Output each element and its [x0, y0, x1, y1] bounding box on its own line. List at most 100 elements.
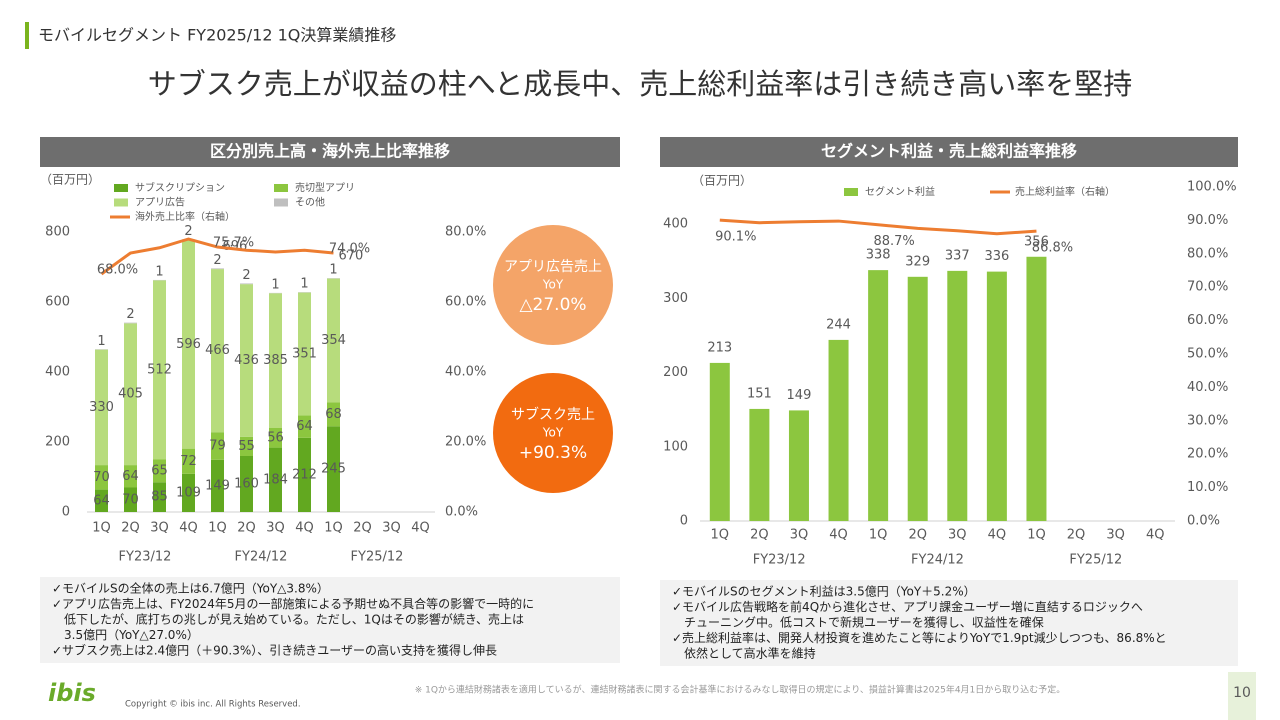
x-tick-label: 4Q — [829, 528, 848, 543]
data-label: 351 — [292, 346, 317, 361]
legend-swatch — [274, 184, 288, 192]
data-label: 436 — [234, 353, 259, 368]
bar-segment — [240, 436, 253, 456]
bar-segment — [240, 456, 253, 512]
callout-circle — [493, 225, 613, 345]
bar-segment — [298, 415, 311, 438]
x-tick-label: 4Q — [179, 521, 198, 536]
y2-tick-label: 0.0% — [445, 505, 478, 520]
bar-segment — [986, 271, 1007, 521]
callout-value: △27.0% — [519, 295, 586, 315]
y2-tick-label: 20.0% — [1187, 447, 1228, 462]
line-label: 75.7% — [213, 236, 254, 251]
x-tick-label: 2Q — [353, 521, 372, 536]
y-tick-label: 200 — [663, 365, 688, 380]
panel-title: セグメント利益・売上総利益率推移 — [821, 142, 1077, 161]
group-label: FY25/12 — [1069, 553, 1122, 568]
panel-header — [660, 137, 1238, 167]
bar-segment — [269, 293, 282, 428]
bar-segment — [269, 428, 282, 448]
data-label: 329 — [905, 254, 930, 269]
callout-value: +90.3% — [519, 443, 587, 463]
bar-segment — [947, 270, 968, 521]
data-label: 70 — [93, 470, 110, 485]
data-label: 1 — [155, 264, 163, 279]
bar-segment — [240, 283, 253, 285]
data-label: 466 — [205, 343, 230, 358]
x-tick-label: 4Q — [1146, 528, 1165, 543]
x-tick-label: 1Q — [324, 521, 343, 536]
data-label: 64 — [296, 419, 313, 434]
x-tick-label: 3Q — [1106, 528, 1125, 543]
legend-label: セグメント利益 — [865, 185, 935, 198]
data-label: 336 — [984, 249, 1009, 264]
y-tick-label: 600 — [45, 295, 70, 310]
note-line: 低下したが、底打ちの兆しが見え始めている。ただし、1Qはその影響が続き、売上は — [64, 612, 524, 627]
line-label: 90.1% — [715, 230, 756, 245]
x-tick-label: 4Q — [988, 528, 1007, 543]
bar-segment — [211, 269, 224, 433]
y2-tick-label: 0.0% — [1187, 514, 1220, 529]
line-label: 88.7% — [873, 234, 914, 249]
line-series — [100, 237, 334, 276]
bar-segment — [153, 280, 166, 460]
data-label: 1 — [329, 263, 337, 278]
data-label: 79 — [209, 439, 226, 454]
bar-segment — [95, 465, 108, 490]
bar-segment — [907, 276, 928, 521]
callout-sub: YoY — [542, 426, 564, 440]
bar-segment — [327, 402, 340, 427]
notes-box — [40, 577, 620, 663]
header-accent — [25, 22, 29, 49]
y2-tick-label: 60.0% — [1187, 313, 1228, 328]
headline: サブスク売上が収益の柱へと成長中、売上総利益率は引き続き高い率を堅持 — [148, 67, 1133, 101]
data-label: 337 — [945, 248, 970, 263]
legend-swatch — [844, 188, 858, 196]
line-label: 68.0% — [97, 263, 138, 278]
y-tick-label: 0 — [62, 505, 70, 520]
data-label: 338 — [866, 248, 891, 263]
x-tick-label: 1Q — [92, 521, 111, 536]
y2-tick-label: 40.0% — [1187, 380, 1228, 395]
bar-segment — [709, 362, 730, 521]
data-label: 65 — [151, 463, 168, 478]
data-label: 64 — [93, 493, 110, 508]
y2-tick-label: 10.0% — [1187, 480, 1228, 495]
bar-segment — [749, 408, 770, 521]
y2-tick-label: 100.0% — [1187, 180, 1237, 195]
x-tick-label: 4Q — [411, 521, 430, 536]
x-tick-label: 2Q — [1067, 528, 1086, 543]
bar-segment — [298, 292, 311, 416]
note-line: ✓売上総利益率は、開発人材投資を進めたこと等によりYoYで1.9pt減少しつつも… — [672, 630, 1167, 645]
callout-title: アプリ広告売上 — [504, 259, 602, 275]
data-label: 56 — [267, 430, 284, 445]
x-tick-label: 1Q — [208, 521, 227, 536]
group-label: FY23/12 — [753, 553, 806, 568]
y-tick-label: 400 — [663, 217, 688, 232]
data-label: 1 — [271, 277, 279, 292]
x-tick-label: 1Q — [869, 528, 888, 543]
panel-header — [40, 137, 620, 167]
data-label: 2 — [184, 224, 192, 239]
x-tick-label: 3Q — [948, 528, 967, 543]
bar-segment — [124, 322, 137, 324]
x-tick-label: 2Q — [121, 521, 140, 536]
data-label: 405 — [118, 387, 143, 402]
note-line: 依然として高水準を維持 — [684, 646, 816, 661]
x-tick-label: 4Q — [295, 521, 314, 536]
bar-segment — [124, 465, 137, 488]
bar-segment — [868, 270, 889, 521]
data-label: 245 — [321, 462, 346, 477]
disclaimer: ※ 1Qから連結財務諸表を適用しているが、連結財務諸表に関する会計基準におけるみ… — [415, 684, 1066, 696]
data-label: 356 — [1024, 234, 1049, 249]
bar-segment — [788, 410, 809, 521]
y2-tick-label: 60.0% — [445, 295, 486, 310]
data-label: 330 — [89, 400, 114, 415]
y2-tick-label: 20.0% — [445, 435, 486, 450]
y2-tick-label: 90.0% — [1187, 213, 1228, 228]
bar-segment — [124, 487, 137, 512]
callout-title: サブスク売上 — [511, 406, 595, 423]
data-label: 70 — [122, 492, 139, 507]
x-tick-label: 3Q — [150, 521, 169, 536]
data-label: 109 — [176, 485, 201, 500]
